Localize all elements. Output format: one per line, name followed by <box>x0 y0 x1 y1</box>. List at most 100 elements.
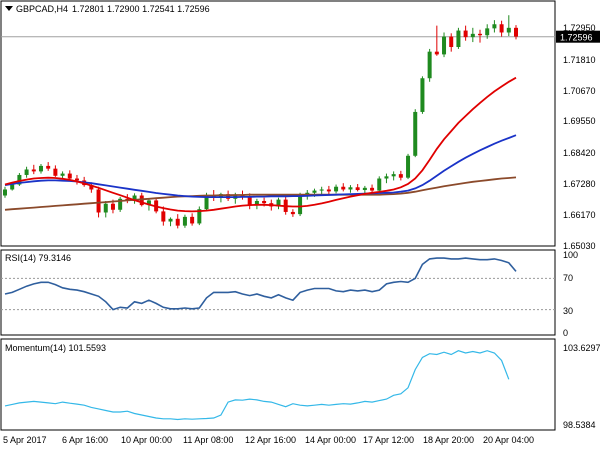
candle-body <box>17 174 22 185</box>
price-tick: 1.71810 <box>563 55 596 65</box>
candle-body <box>247 196 252 206</box>
candle-body <box>413 111 418 156</box>
candle-body <box>96 189 101 213</box>
candle-body <box>10 184 15 190</box>
candle-body <box>103 203 108 213</box>
price-tick: 1.70670 <box>563 86 596 96</box>
candle-body <box>24 169 29 175</box>
candle-body <box>463 30 468 38</box>
symbol-dropdown-icon[interactable] <box>5 6 13 11</box>
momentum-pane <box>0 338 556 431</box>
ohlc-values: 1.72801 1.72900 1.72541 1.72596 <box>72 4 210 14</box>
candle-body <box>197 209 202 224</box>
time-tick: 11 Apr 08:00 <box>183 435 233 445</box>
current-price-label: 1.72596 <box>560 33 593 43</box>
candle-body <box>190 216 195 224</box>
candle-body <box>53 168 58 176</box>
candle-body <box>118 198 123 210</box>
candle-body <box>290 211 295 215</box>
time-tick: 14 Apr 00:00 <box>305 435 356 445</box>
candle-body <box>3 189 7 196</box>
candle-body <box>312 190 317 193</box>
candle-body <box>67 173 72 179</box>
candle-body <box>506 27 511 33</box>
candle-body <box>326 189 331 192</box>
candle-body <box>456 30 461 48</box>
candle-body <box>175 218 180 226</box>
candle-body <box>499 24 504 33</box>
candle-body <box>146 200 151 206</box>
candle-body <box>161 211 166 222</box>
candle-body <box>298 195 303 215</box>
ma-blue-line <box>4 134 517 199</box>
momentum-tick: 98.5384 <box>563 420 596 430</box>
candle-body <box>434 51 439 55</box>
candle-body <box>89 185 94 190</box>
price-tick: 1.66170 <box>563 210 596 220</box>
candle-body <box>168 218 173 222</box>
price-tick: 1.67280 <box>563 179 596 189</box>
candle-body <box>348 187 353 190</box>
time-tick: 6 Apr 16:00 <box>62 435 108 445</box>
candle-body <box>370 187 375 191</box>
rsi-tick: 100 <box>563 250 578 260</box>
candle-body <box>182 216 187 226</box>
time-tick: 17 Apr 12:00 <box>363 435 414 445</box>
time-tick: 18 Apr 20:00 <box>423 435 474 445</box>
candle-body <box>384 176 389 179</box>
candle-body <box>334 186 339 192</box>
momentum-tick: 103.6297 <box>563 343 600 353</box>
candle-body <box>204 194 209 210</box>
price-tick: 1.68420 <box>563 148 596 158</box>
candle-body <box>74 178 79 181</box>
candle-body <box>46 165 51 169</box>
candle-body <box>398 174 403 178</box>
momentum-axis: 103.6297 98.5384 <box>563 343 600 430</box>
candle-body <box>492 24 497 29</box>
candle-body <box>362 187 367 191</box>
rsi-tick: 30 <box>563 306 573 316</box>
candle-body <box>276 199 281 207</box>
rsi-line <box>4 257 517 311</box>
time-tick: 10 Apr 00:00 <box>121 435 172 445</box>
time-tick: 5 Apr 2017 <box>3 435 47 445</box>
candle-body <box>449 36 454 48</box>
time-tick: 12 Apr 16:00 <box>245 435 296 445</box>
current-price-badge: 1.72596 <box>556 30 600 43</box>
candle-body <box>31 169 36 172</box>
candle-body <box>478 33 483 36</box>
candle-body <box>470 33 475 38</box>
rsi-tick: 70 <box>563 273 573 283</box>
candle-body <box>442 36 447 55</box>
price-tick: 1.72950 <box>563 23 596 33</box>
rsi-series <box>1 257 555 311</box>
price-tick: 1.69550 <box>563 116 596 126</box>
candle-body <box>139 195 144 206</box>
ma-red-line <box>4 76 517 213</box>
rsi-tick: 0 <box>563 328 568 338</box>
candle-body <box>254 200 259 206</box>
candle-body <box>60 173 65 176</box>
candle-body <box>355 187 360 191</box>
candle-body <box>262 200 267 204</box>
momentum-label: Momentum(14) 101.5593 <box>5 343 106 353</box>
price-pane <box>0 0 556 247</box>
candle-body <box>341 186 346 190</box>
time-tick: 20 Apr 04:00 <box>483 435 534 445</box>
candle-body <box>38 165 43 172</box>
time-axis: 5 Apr 2017 6 Apr 16:00 10 Apr 00:00 11 A… <box>3 435 534 445</box>
price-axis: 1.72950 1.71810 1.70670 1.69550 1.68420 … <box>563 23 596 251</box>
price-tick: 1.65030 <box>563 241 596 251</box>
symbol-label: GBPCAD,H4 <box>16 4 68 14</box>
candle-body <box>485 28 490 36</box>
candle-body <box>110 203 115 210</box>
rsi-pane <box>0 249 556 336</box>
candle-body <box>427 51 432 79</box>
candle-body <box>406 155 411 178</box>
rsi-axis: 100 70 30 0 <box>563 250 578 338</box>
ma-brown-line <box>4 176 517 211</box>
candle-body <box>319 189 324 191</box>
candle-body <box>377 178 382 191</box>
candle-body <box>132 195 137 201</box>
